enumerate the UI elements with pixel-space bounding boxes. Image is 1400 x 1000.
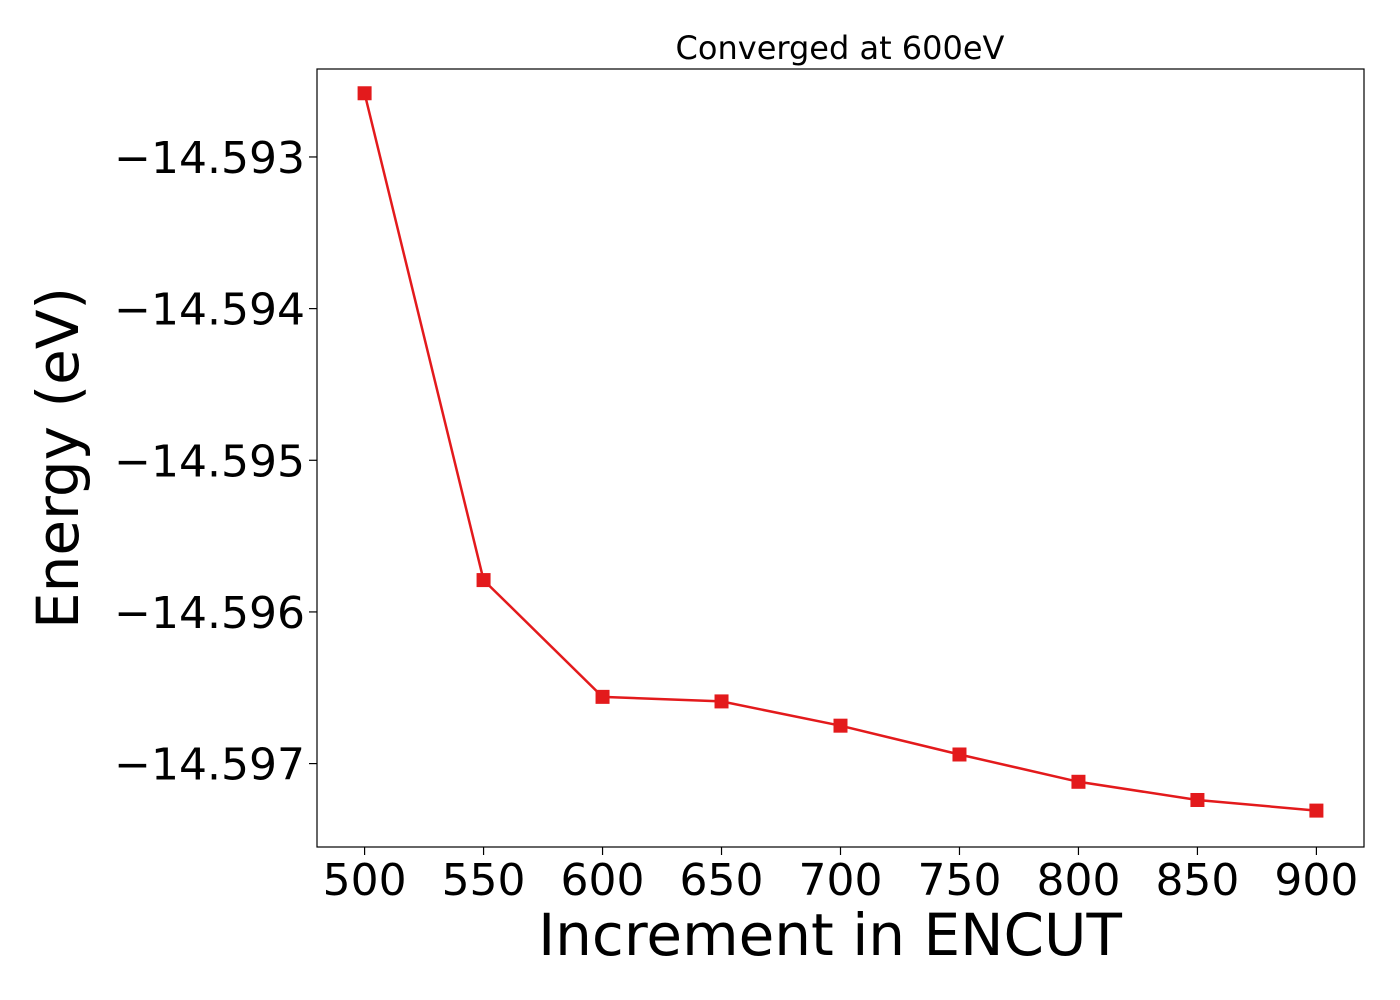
x-tick-label: 850 (1155, 855, 1239, 906)
y-tick-label: −14.593 (114, 133, 305, 184)
x-tick-label: 700 (799, 855, 883, 906)
series-line (363, 92, 1317, 812)
data-point-marker (1309, 803, 1324, 818)
x-tick-label: 500 (323, 855, 407, 906)
y-tick-label: −14.596 (114, 588, 305, 639)
y-axis-title: Energy (eV) (24, 287, 92, 629)
y-tick-label: −14.597 (114, 740, 305, 791)
x-axis: 500 550 600 650 700 750 800 850 900 (323, 847, 1358, 906)
x-tick-label: 600 (561, 855, 645, 906)
chart-title: Converged at 600eV (676, 29, 1005, 67)
series-line-group (357, 86, 1324, 818)
data-point-marker (1190, 792, 1205, 807)
x-tick-label: 650 (680, 855, 764, 906)
y-tick-label: −14.595 (114, 436, 305, 487)
data-point-marker (952, 747, 967, 762)
x-tick-label: 550 (442, 855, 526, 906)
x-tick-label: 900 (1274, 855, 1358, 906)
data-point-marker (595, 689, 610, 704)
x-tick-label: 800 (1036, 855, 1120, 906)
y-tick-label: −14.594 (114, 285, 305, 336)
data-point-marker (476, 573, 491, 588)
data-point-marker (357, 86, 372, 101)
x-axis-title: Increment in ENCUT (538, 901, 1122, 969)
data-point-marker (714, 694, 729, 709)
x-tick-label: 750 (917, 855, 1001, 906)
data-point-marker (833, 718, 848, 733)
data-point-marker (1071, 774, 1086, 789)
y-axis: −14.593 −14.594 −14.595 −14.596 −14.597 (114, 133, 317, 791)
